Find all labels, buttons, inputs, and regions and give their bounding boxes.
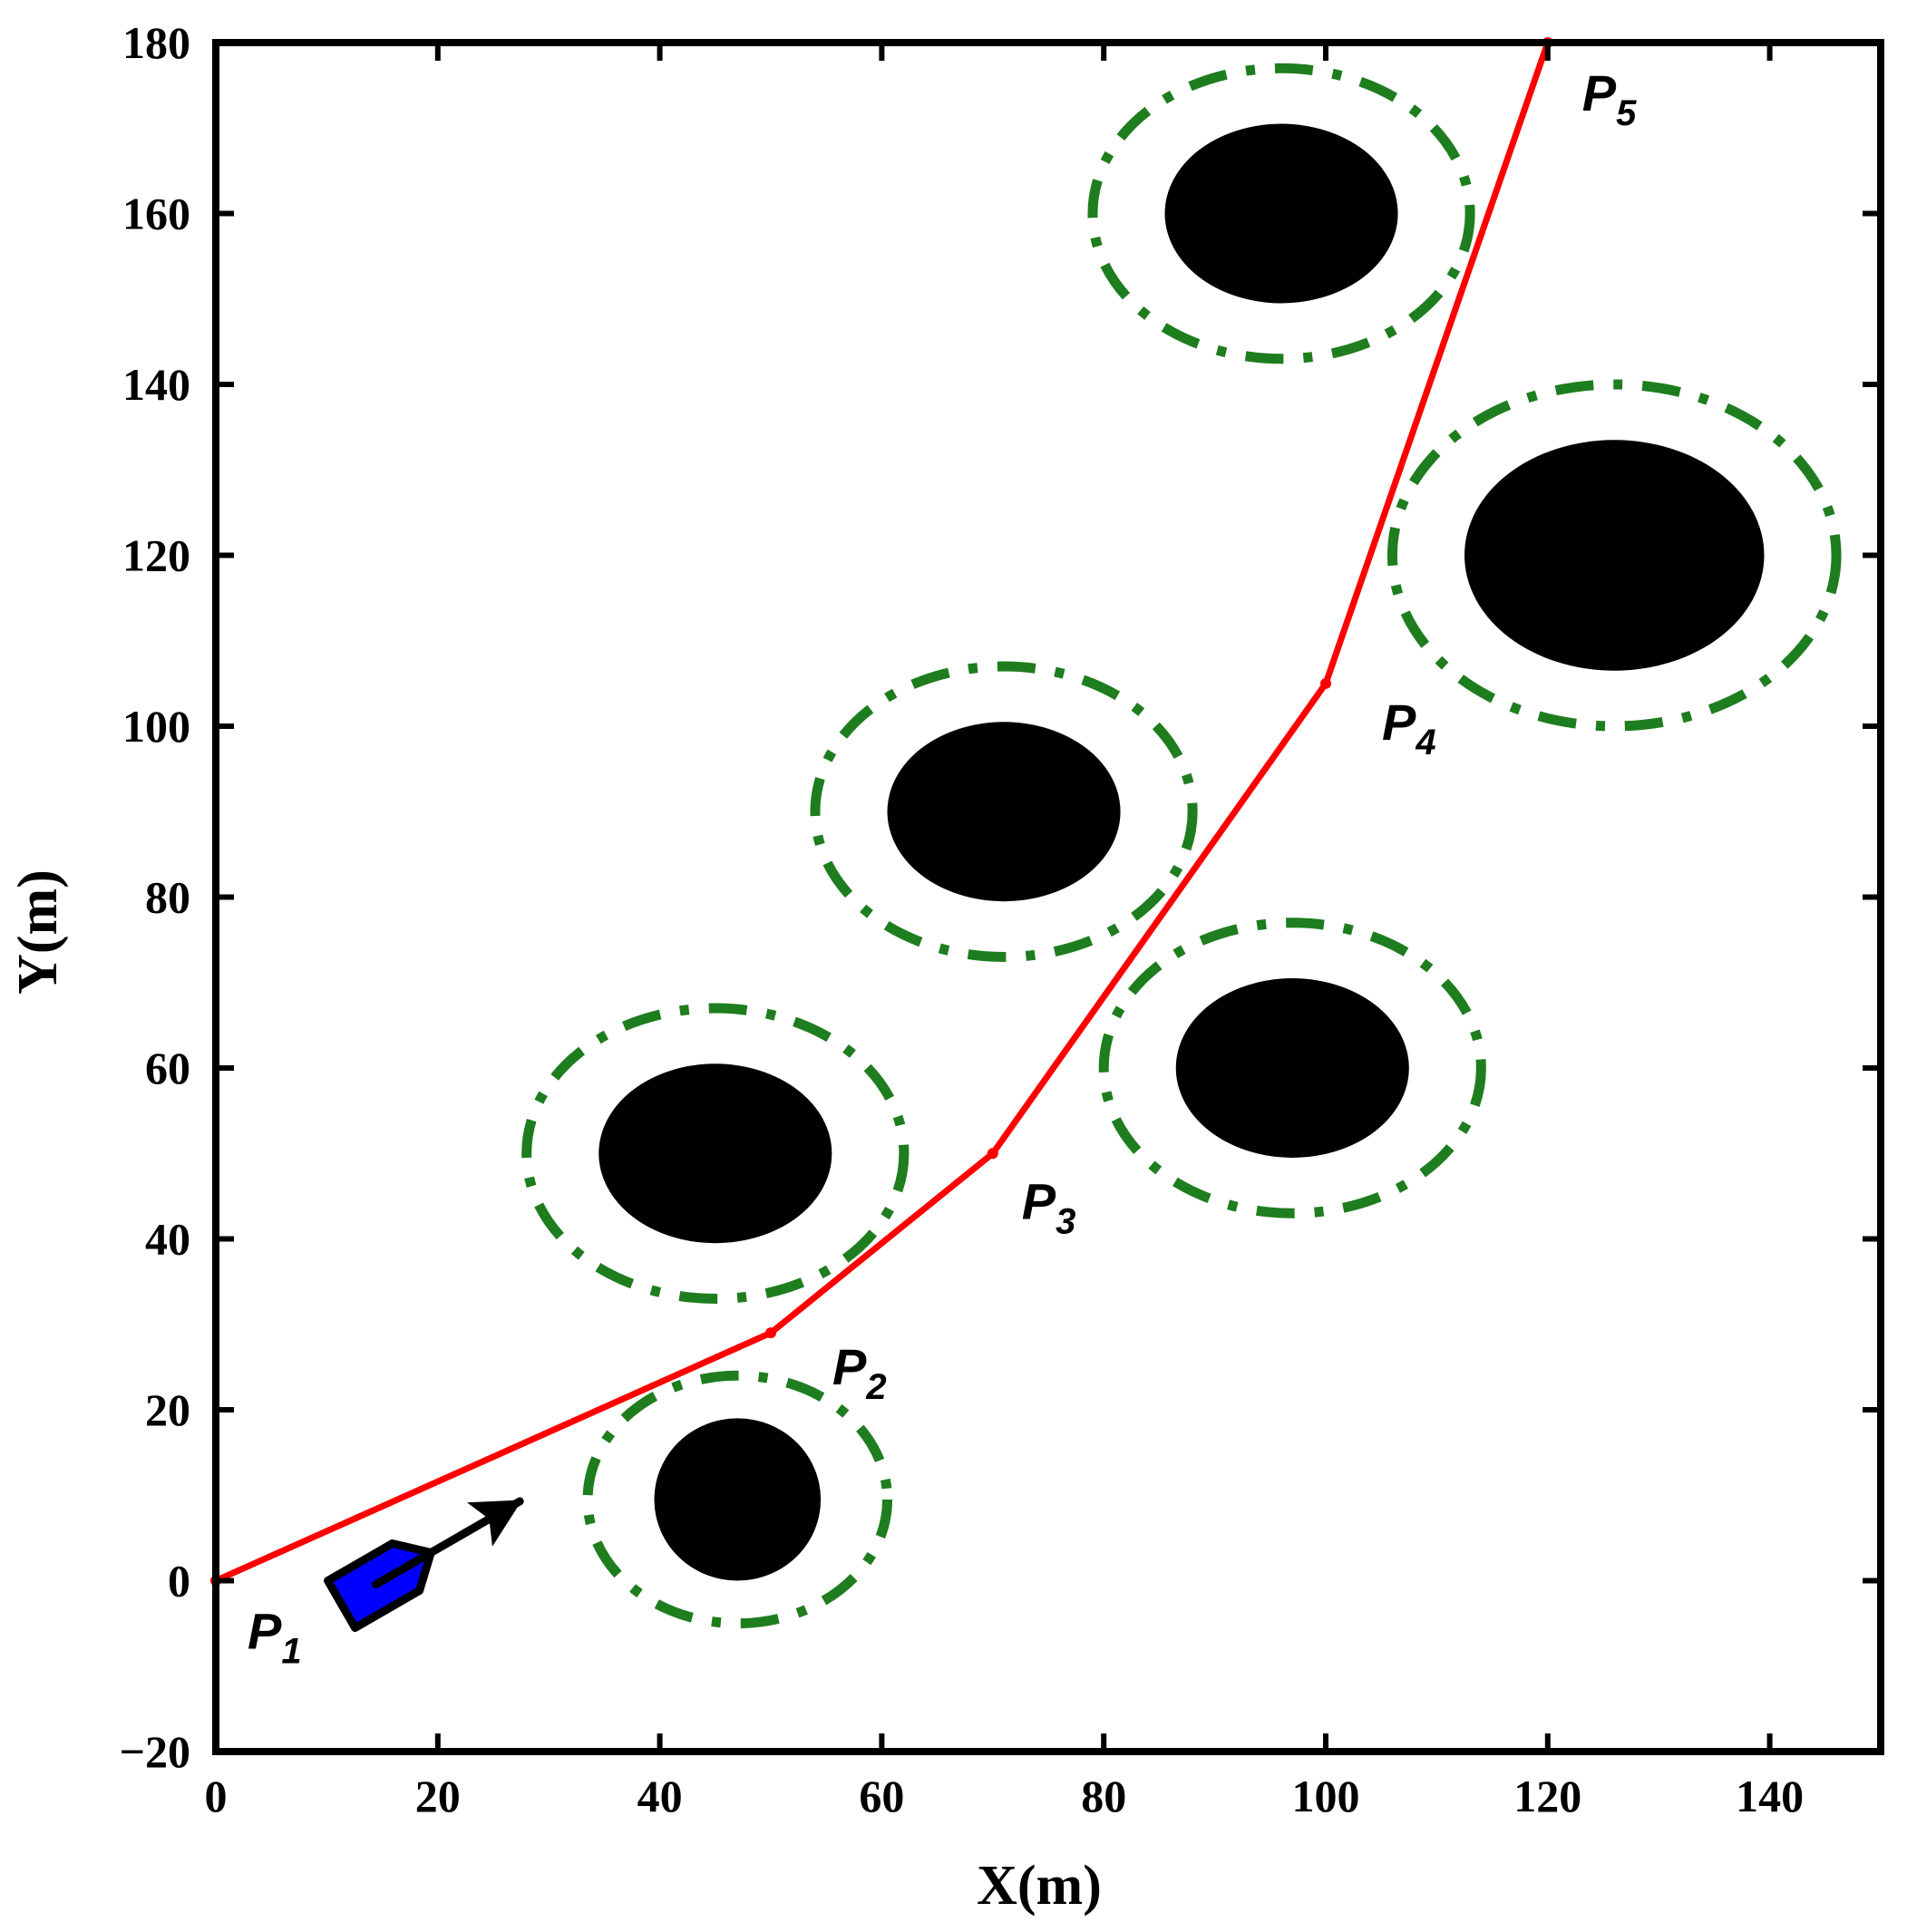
waypoint-marker-2 xyxy=(765,1327,776,1339)
y-tick-label-160: 160 xyxy=(122,189,190,239)
waypoint-marker-3 xyxy=(987,1148,998,1160)
point-label-layer: P1 P2 P3 P4 P5 xyxy=(248,64,1637,1672)
y-tick-label-0: 0 xyxy=(168,1556,190,1607)
x-tick-label-120: 120 xyxy=(1513,1771,1581,1821)
obstacle-boundary-1 xyxy=(582,1370,893,1629)
plot-frame xyxy=(212,39,1884,1755)
obstacle-6 xyxy=(1464,440,1765,671)
obstacle-boundary-6 xyxy=(1386,379,1842,732)
x-axis-title: X(m) xyxy=(977,1855,1102,1917)
x-tick-label-0: 0 xyxy=(205,1771,228,1821)
waypoint-label-3: P3 xyxy=(1022,1172,1076,1241)
obstacle-boundary-2 xyxy=(521,1003,910,1304)
x-tick-label-80: 80 xyxy=(1081,1771,1126,1821)
waypoint-label-4: P4 xyxy=(1382,694,1436,762)
heading-arrow-head xyxy=(466,1500,522,1547)
x-tick-label-140: 140 xyxy=(1736,1771,1804,1821)
y-tick-label-140: 140 xyxy=(122,359,190,410)
y-tick-label-180: 180 xyxy=(122,17,190,68)
x-tick-label-60: 60 xyxy=(859,1771,904,1821)
y-tick-label-80: 80 xyxy=(145,872,190,923)
obstacle-3 xyxy=(887,722,1121,902)
waypoint-label-1: P1 xyxy=(248,1603,302,1672)
y-tick-label-20: 20 xyxy=(145,1384,190,1435)
axes-layer: 0 20 40 60 80 100 120 140 −20 0 20 40 60 80 100 120 140 1… xyxy=(120,17,1884,1821)
waypoint-marker-4 xyxy=(1320,677,1331,689)
y-tick-label-40: 40 xyxy=(145,1214,190,1265)
obstacle-4 xyxy=(1175,978,1409,1158)
vessel-icon xyxy=(324,1497,524,1632)
obstacle-boundary-4 xyxy=(1098,917,1486,1218)
y-tick-label-100: 100 xyxy=(122,701,190,752)
y-tick-label-120: 120 xyxy=(122,530,190,581)
obstacle-layer xyxy=(521,63,1842,1629)
x-tick-label-40: 40 xyxy=(637,1771,683,1821)
obstacle-boundary-5 xyxy=(1087,63,1475,364)
waypoint-label-5: P5 xyxy=(1582,64,1637,133)
obstacle-1 xyxy=(654,1418,822,1581)
x-tick-label-20: 20 xyxy=(415,1771,461,1821)
waypoint-label-2: P2 xyxy=(832,1338,887,1407)
path-layer xyxy=(210,37,1553,1587)
y-axis-title: Y(m) xyxy=(7,869,69,995)
x-tick-label-100: 100 xyxy=(1292,1771,1360,1821)
obstacle-5 xyxy=(1164,123,1398,304)
y-tick-label-60: 60 xyxy=(145,1043,190,1093)
obstacle-2 xyxy=(598,1063,832,1244)
y-tick-label--20: −20 xyxy=(120,1726,191,1777)
obstacle-boundary-3 xyxy=(810,661,1198,962)
vessel-layer xyxy=(324,1497,524,1632)
